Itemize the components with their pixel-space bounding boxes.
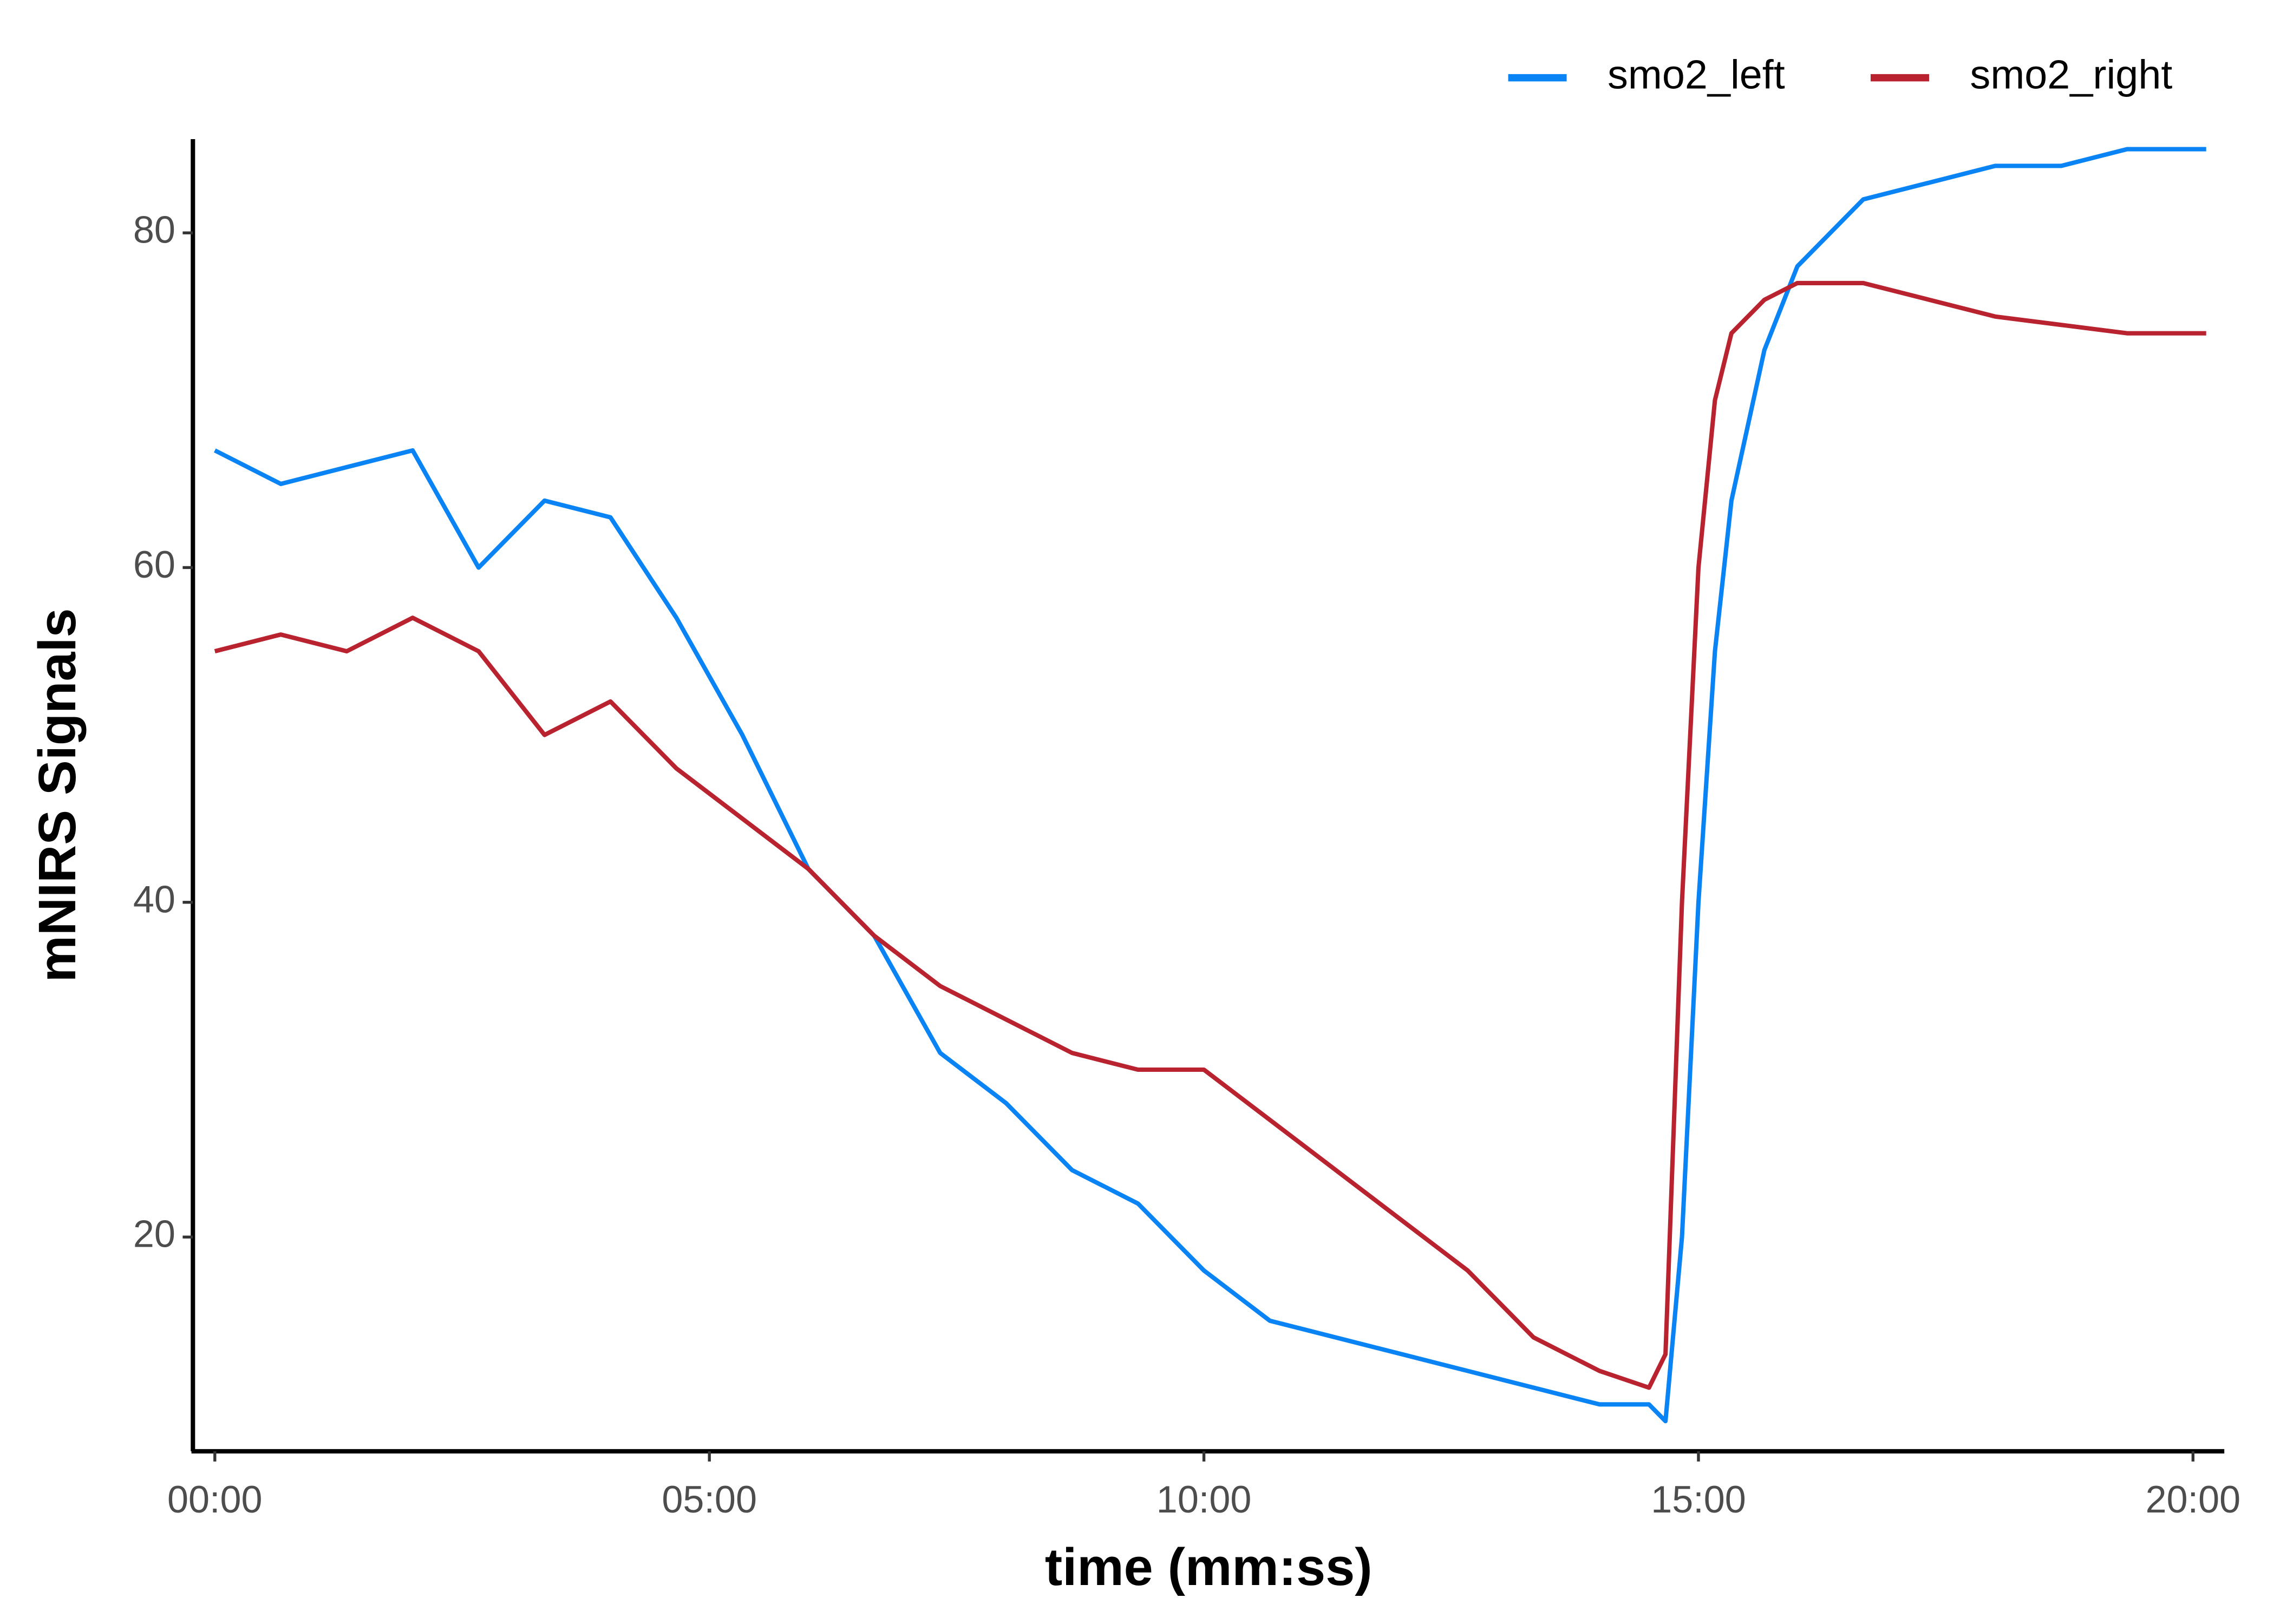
y-axis-title: mNIRS Signals	[28, 608, 87, 982]
x-tick-label: 00:00	[167, 1478, 263, 1521]
y-tick-label: 80	[133, 208, 175, 251]
legend-label: smo2_right	[1970, 53, 2173, 98]
x-tick-label: 20:00	[2146, 1478, 2241, 1521]
x-axis-title: time (mm:ss)	[1045, 1537, 1373, 1596]
data-line	[214, 280, 2206, 1390]
data-line	[213, 147, 2206, 1424]
y-tick-label: 60	[133, 543, 175, 586]
x-tick-label: 05:00	[662, 1478, 757, 1521]
y-tick-label: 40	[133, 878, 175, 920]
x-tick-label: 15:00	[1651, 1478, 1746, 1521]
legend-label: smo2_left	[1608, 53, 1785, 98]
x-tick-label: 10:00	[1156, 1478, 1252, 1521]
y-tick-label: 20	[133, 1213, 175, 1255]
